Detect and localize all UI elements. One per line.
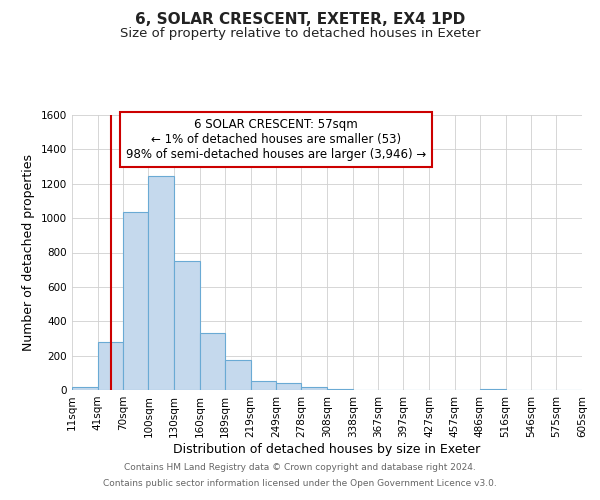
Bar bbox=[72, 388, 98, 390]
Text: 6, SOLAR CRESCENT, EXETER, EX4 1PD: 6, SOLAR CRESCENT, EXETER, EX4 1PD bbox=[135, 12, 465, 28]
X-axis label: Distribution of detached houses by size in Exeter: Distribution of detached houses by size … bbox=[173, 442, 481, 456]
Text: 6 SOLAR CRESCENT: 57sqm
← 1% of detached houses are smaller (53)
98% of semi-det: 6 SOLAR CRESCENT: 57sqm ← 1% of detached… bbox=[126, 118, 426, 161]
Bar bbox=[480, 389, 506, 390]
Bar bbox=[174, 261, 200, 390]
Bar bbox=[200, 334, 225, 390]
Text: Contains public sector information licensed under the Open Government Licence v3: Contains public sector information licen… bbox=[103, 478, 497, 488]
Text: Size of property relative to detached houses in Exeter: Size of property relative to detached ho… bbox=[120, 28, 480, 40]
Bar bbox=[327, 389, 353, 390]
Text: Contains HM Land Registry data © Crown copyright and database right 2024.: Contains HM Land Registry data © Crown c… bbox=[124, 464, 476, 472]
Bar bbox=[148, 176, 174, 390]
Bar bbox=[301, 386, 327, 390]
Bar bbox=[122, 212, 148, 390]
Bar bbox=[98, 342, 122, 390]
Bar bbox=[225, 360, 251, 390]
Bar bbox=[251, 380, 277, 390]
Bar bbox=[277, 383, 301, 390]
Y-axis label: Number of detached properties: Number of detached properties bbox=[22, 154, 35, 351]
